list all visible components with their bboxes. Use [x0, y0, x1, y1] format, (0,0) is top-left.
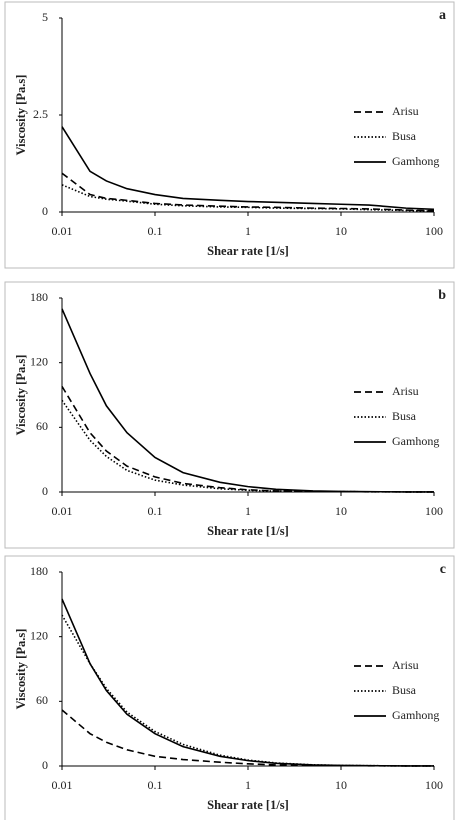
y-axis-title: Viscosity [Pa.s] [14, 355, 28, 436]
x-tick-label: 10 [335, 504, 347, 518]
x-tick-label: 100 [425, 504, 443, 518]
data-line [61, 126, 435, 211]
x-tick-label: 0.01 [52, 224, 73, 238]
x-tick-label: 1 [245, 224, 251, 238]
legend-label: Busa [392, 129, 417, 143]
data-line [61, 399, 435, 493]
x-tick-label: 0.01 [52, 778, 73, 792]
y-tick-label: 180 [30, 564, 48, 578]
x-tick-label: 1 [245, 504, 251, 518]
y-tick-label: 0 [42, 204, 48, 218]
data-line [61, 614, 435, 767]
y-axis-title: Viscosity [Pa.s] [14, 75, 28, 156]
legend-label: Arisu [392, 104, 419, 118]
y-tick-label: 60 [36, 419, 48, 433]
chart-panel: c 0 60 120 180 0.01 0.1 1 10 100 Shear rate [1/s] V… [4, 555, 455, 820]
panel-label: b [438, 288, 446, 303]
data-line [61, 709, 435, 767]
x-tick-label: 1 [245, 778, 251, 792]
x-tick-label: 0.01 [52, 504, 73, 518]
x-tick-label: 100 [425, 778, 443, 792]
data-line [61, 598, 435, 767]
legend-label: Busa [392, 683, 417, 697]
data-line [61, 184, 435, 213]
panel-label: c [440, 562, 446, 577]
y-tick-label: 5 [42, 10, 48, 24]
legend-label: Gamhong [392, 434, 439, 448]
legend-label: Arisu [392, 658, 419, 672]
data-line [61, 308, 435, 493]
x-tick-label: 0.1 [148, 778, 163, 792]
legend-label: Gamhong [392, 154, 439, 168]
x-tick-label: 0.1 [148, 504, 163, 518]
legend-label: Gamhong [392, 708, 439, 722]
chart-panel: a 0 2.5 5 0.01 0.1 1 10 100 Shear rate [1/s] Visco… [4, 1, 455, 269]
x-tick-label: 10 [335, 778, 347, 792]
y-tick-label: 120 [30, 354, 48, 368]
x-tick-label: 10 [335, 224, 347, 238]
legend-label: Arisu [392, 384, 419, 398]
y-tick-label: 60 [36, 693, 48, 707]
x-axis-title: Shear rate [1/s] [207, 798, 289, 812]
panel-label: a [439, 8, 446, 23]
legend-label: Busa [392, 409, 417, 423]
y-tick-label: 0 [42, 758, 48, 772]
panel-border [4, 1, 455, 269]
x-axis-title: Shear rate [1/s] [207, 524, 289, 538]
chart-panel: b 0 60 120 180 0.01 0.1 1 10 100 Shear rate [1/s] V… [4, 281, 455, 549]
y-tick-label: 2.5 [33, 107, 48, 121]
y-tick-label: 180 [30, 290, 48, 304]
x-tick-label: 0.1 [148, 224, 163, 238]
x-tick-label: 100 [425, 224, 443, 238]
panel-border [4, 555, 455, 820]
panel-border [4, 281, 455, 549]
y-axis-title: Viscosity [Pa.s] [14, 629, 28, 710]
x-axis-title: Shear rate [1/s] [207, 244, 289, 258]
y-tick-label: 0 [42, 484, 48, 498]
y-tick-label: 120 [30, 628, 48, 642]
data-line [61, 385, 435, 493]
